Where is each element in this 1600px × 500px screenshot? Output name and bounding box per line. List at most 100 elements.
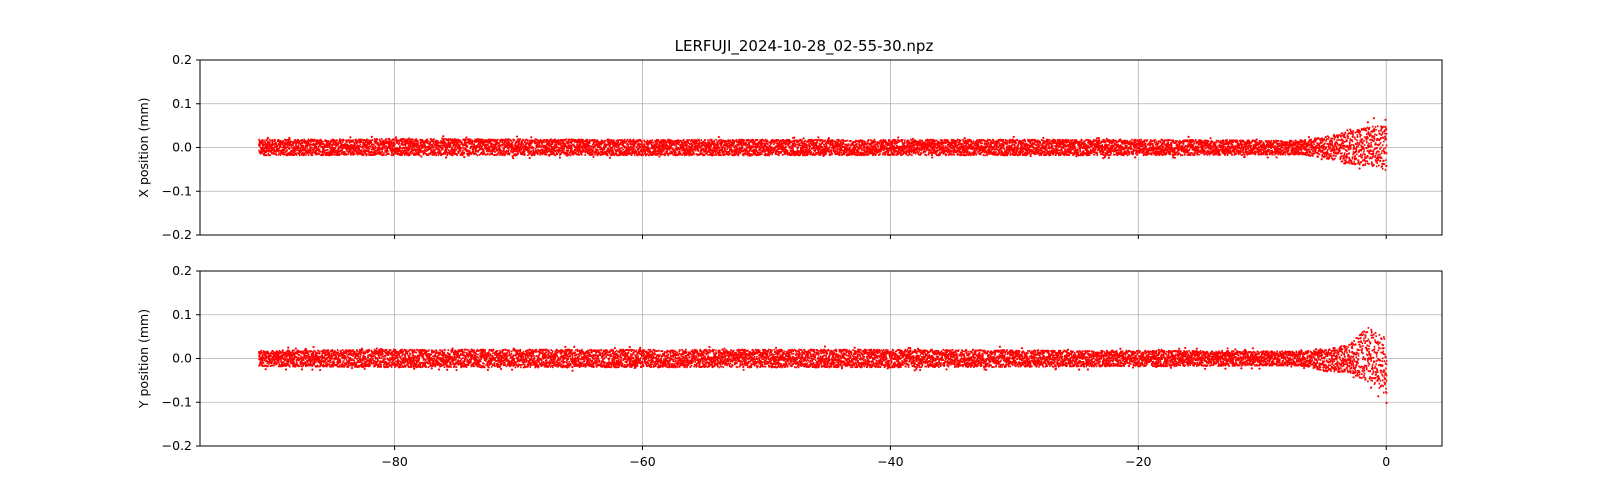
data-point — [720, 139, 723, 142]
data-point — [664, 154, 666, 157]
data-point — [711, 154, 714, 157]
data-point — [641, 154, 643, 157]
data-point — [631, 139, 634, 142]
data-point — [488, 146, 491, 149]
data-point — [327, 143, 330, 146]
data-point — [500, 149, 502, 152]
data-point — [723, 140, 726, 143]
data-point — [261, 139, 264, 141]
data-point — [306, 147, 309, 150]
data-point — [570, 146, 573, 148]
data-point — [331, 152, 334, 154]
data-point — [732, 150, 734, 153]
data-point — [713, 154, 715, 157]
data-point — [489, 140, 492, 143]
data-point — [286, 146, 288, 149]
data-point — [665, 143, 668, 146]
data-point — [685, 143, 687, 146]
data-point — [703, 149, 705, 151]
data-point — [507, 148, 510, 151]
data-point — [499, 148, 502, 151]
data-point — [418, 146, 421, 149]
data-point — [355, 141, 358, 144]
data-point — [376, 141, 379, 144]
data-point — [682, 149, 684, 152]
data-point — [508, 153, 511, 156]
data-point — [417, 142, 419, 145]
data-point — [624, 154, 627, 156]
data-point — [505, 146, 507, 149]
data-point — [379, 139, 382, 142]
data-point — [701, 145, 703, 147]
data-point — [691, 144, 694, 146]
data-point — [511, 151, 513, 154]
data-point — [627, 145, 629, 148]
data-point — [329, 151, 332, 154]
data-point — [681, 154, 683, 156]
data-point — [490, 139, 493, 142]
data-point — [588, 150, 590, 153]
data-point — [306, 152, 309, 155]
data-point — [362, 144, 365, 147]
data-point — [680, 140, 683, 143]
data-point — [370, 141, 373, 144]
data-point — [636, 154, 639, 157]
data-point — [278, 139, 280, 142]
data-point — [686, 139, 689, 142]
data-point — [728, 147, 731, 150]
data-point — [609, 150, 612, 153]
data-point — [569, 144, 571, 147]
data-point — [363, 139, 366, 142]
data-point — [617, 139, 620, 142]
data-point — [411, 151, 414, 154]
data-point — [717, 143, 720, 146]
data-point — [580, 141, 583, 144]
data-point — [460, 146, 462, 149]
data-point — [655, 142, 657, 145]
data-point — [263, 139, 265, 142]
data-point — [551, 141, 554, 144]
data-point — [325, 154, 327, 157]
data-point — [524, 139, 527, 142]
data-point — [440, 140, 442, 142]
data-point — [361, 145, 364, 148]
data-point — [470, 140, 472, 143]
data-point — [624, 146, 626, 149]
data-point — [633, 147, 635, 150]
data-point — [727, 153, 730, 156]
data-point — [455, 148, 458, 151]
data-point — [359, 141, 362, 144]
data-point — [422, 143, 424, 146]
data-point — [482, 149, 485, 152]
data-point — [515, 142, 517, 145]
data-point — [688, 154, 690, 157]
data-point — [370, 135, 373, 139]
data-point — [737, 150, 740, 153]
data-point — [301, 153, 304, 156]
data-point — [400, 139, 403, 142]
data-point — [474, 152, 477, 155]
data-point — [536, 141, 539, 144]
data-point — [655, 145, 658, 148]
data-point — [315, 148, 318, 151]
data-point — [523, 141, 526, 144]
data-point — [428, 146, 431, 148]
data-point — [331, 148, 334, 150]
data-point — [695, 153, 698, 155]
data-point — [346, 149, 348, 152]
data-point — [660, 153, 663, 155]
data-point — [435, 139, 438, 142]
data-point — [339, 139, 342, 142]
data-point — [380, 144, 382, 147]
data-point — [615, 149, 617, 151]
data-point — [329, 142, 332, 145]
data-point — [697, 139, 699, 142]
data-point — [474, 138, 477, 141]
data-point — [651, 139, 654, 142]
data-point — [458, 144, 461, 147]
data-point — [591, 145, 594, 148]
data-point — [614, 141, 617, 144]
data-point — [682, 147, 684, 150]
data-point — [334, 139, 336, 142]
data-point — [410, 145, 412, 148]
